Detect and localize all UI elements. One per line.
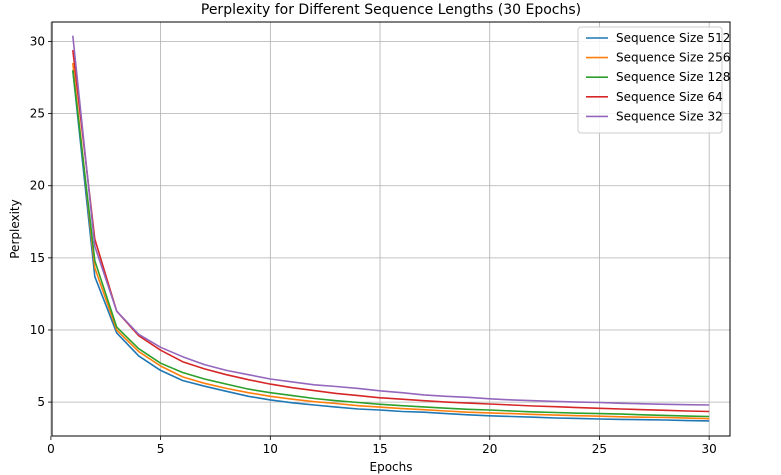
x-tick-label: 10 bbox=[263, 442, 278, 456]
legend: Sequence Size 512 Sequence Size 256 Sequen… bbox=[577, 26, 730, 134]
legend-label: Sequence Size 256 bbox=[616, 51, 730, 65]
y-tick-label: 25 bbox=[30, 107, 45, 121]
x-tick-label: 5 bbox=[157, 442, 165, 456]
y-tick-label: 10 bbox=[30, 323, 45, 337]
x-axis-label: Epochs bbox=[370, 460, 413, 474]
x-tick-label: 0 bbox=[47, 442, 55, 456]
x-tick-label: 25 bbox=[592, 442, 607, 456]
x-tick-label: 20 bbox=[482, 442, 497, 456]
legend-box bbox=[577, 26, 723, 134]
legend-label: Sequence Size 128 bbox=[616, 70, 730, 84]
legend-label: Sequence Size 64 bbox=[616, 90, 723, 104]
series-line-1 bbox=[72, 70, 710, 422]
y-tick-label: 15 bbox=[30, 251, 45, 265]
legend-label: Sequence Size 512 bbox=[616, 31, 730, 45]
legend-label: Sequence Size 32 bbox=[616, 109, 723, 123]
series-line-5 bbox=[72, 35, 710, 406]
y-tick-label: 20 bbox=[30, 179, 45, 193]
chart-title: Perplexity for Different Sequence Length… bbox=[201, 2, 581, 18]
x-tick-label: 30 bbox=[702, 442, 717, 456]
series-line-4 bbox=[72, 50, 710, 413]
axis-ticks: 0 5 10 15 20 25 30 5 10 15 20 25 30 bbox=[30, 34, 717, 456]
x-tick-label: 15 bbox=[372, 442, 387, 456]
series-line-3 bbox=[72, 70, 710, 418]
y-axis-label: Perplexity bbox=[8, 199, 22, 259]
series-line-2 bbox=[72, 63, 710, 420]
plot-frame bbox=[51, 21, 731, 437]
y-tick-label: 30 bbox=[30, 34, 45, 48]
y-tick-label: 5 bbox=[37, 395, 45, 409]
series-lines bbox=[72, 35, 710, 422]
